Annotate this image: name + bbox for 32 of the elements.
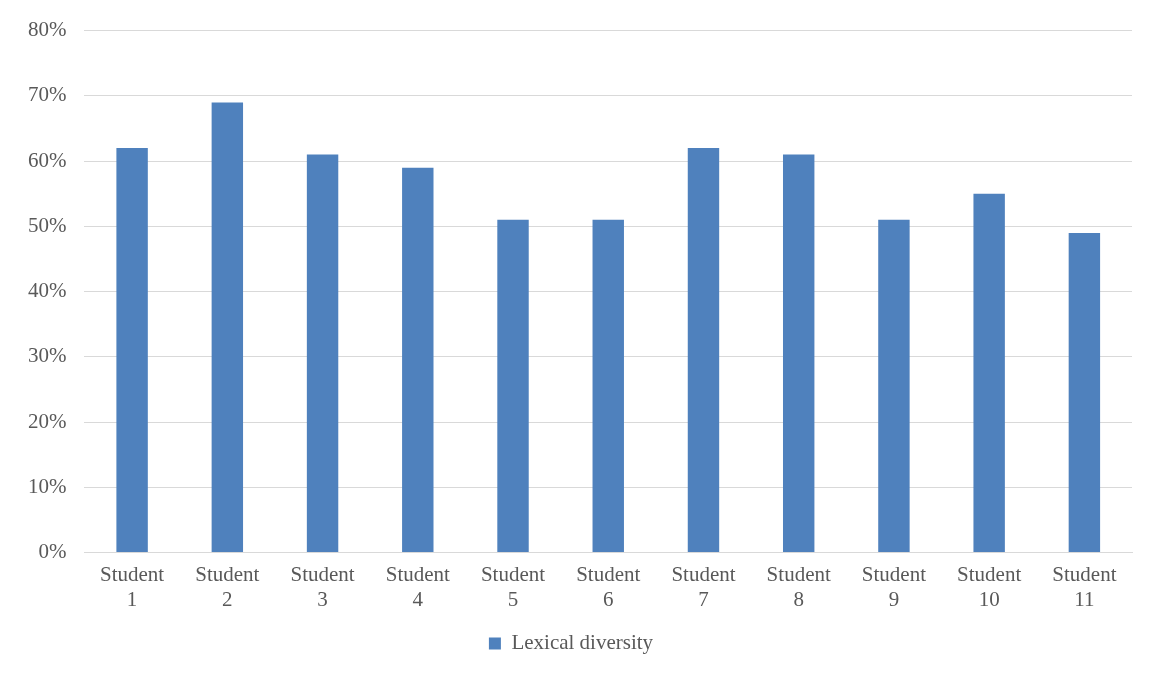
y-tick-label: 20%: [27, 408, 67, 433]
x-tick-label: Student 6: [576, 561, 641, 611]
y-tick-label: 60%: [27, 147, 67, 172]
bar: [687, 148, 720, 553]
bar: [973, 193, 1005, 553]
x-tick-label: Student 5: [480, 561, 546, 611]
y-tick-label: 0%: [38, 539, 67, 564]
bar: [211, 102, 244, 553]
x-tick-label: Student 8: [766, 561, 831, 611]
x-tick-label: Student 3: [290, 561, 355, 611]
y-tick-label: 80%: [27, 17, 67, 42]
x-tick-label: Student 1: [100, 561, 165, 611]
y-tick-label: 40%: [27, 278, 67, 303]
bar: [878, 219, 910, 553]
x-tick-label: Student 10: [957, 561, 1022, 611]
bar: [592, 219, 624, 553]
x-tick-label: Student 7: [671, 561, 736, 611]
y-tick-label: 70%: [27, 82, 67, 107]
x-tick-label: Student 4: [385, 561, 451, 611]
y-tick-label: 30%: [27, 343, 67, 368]
legend-label: Lexical diversity: [511, 630, 654, 655]
bar: [497, 219, 529, 553]
bar: [116, 148, 148, 553]
bar: [782, 154, 815, 553]
x-tick-label: Student 9: [861, 561, 927, 611]
y-tick-label: 50%: [27, 212, 67, 237]
bar: [1068, 232, 1101, 553]
x-tick-label: Student 11: [1052, 561, 1117, 611]
y-tick-label: 10%: [27, 473, 67, 498]
bar: [306, 154, 339, 553]
x-tick-label: Student 2: [195, 561, 260, 611]
bar: [402, 167, 434, 553]
